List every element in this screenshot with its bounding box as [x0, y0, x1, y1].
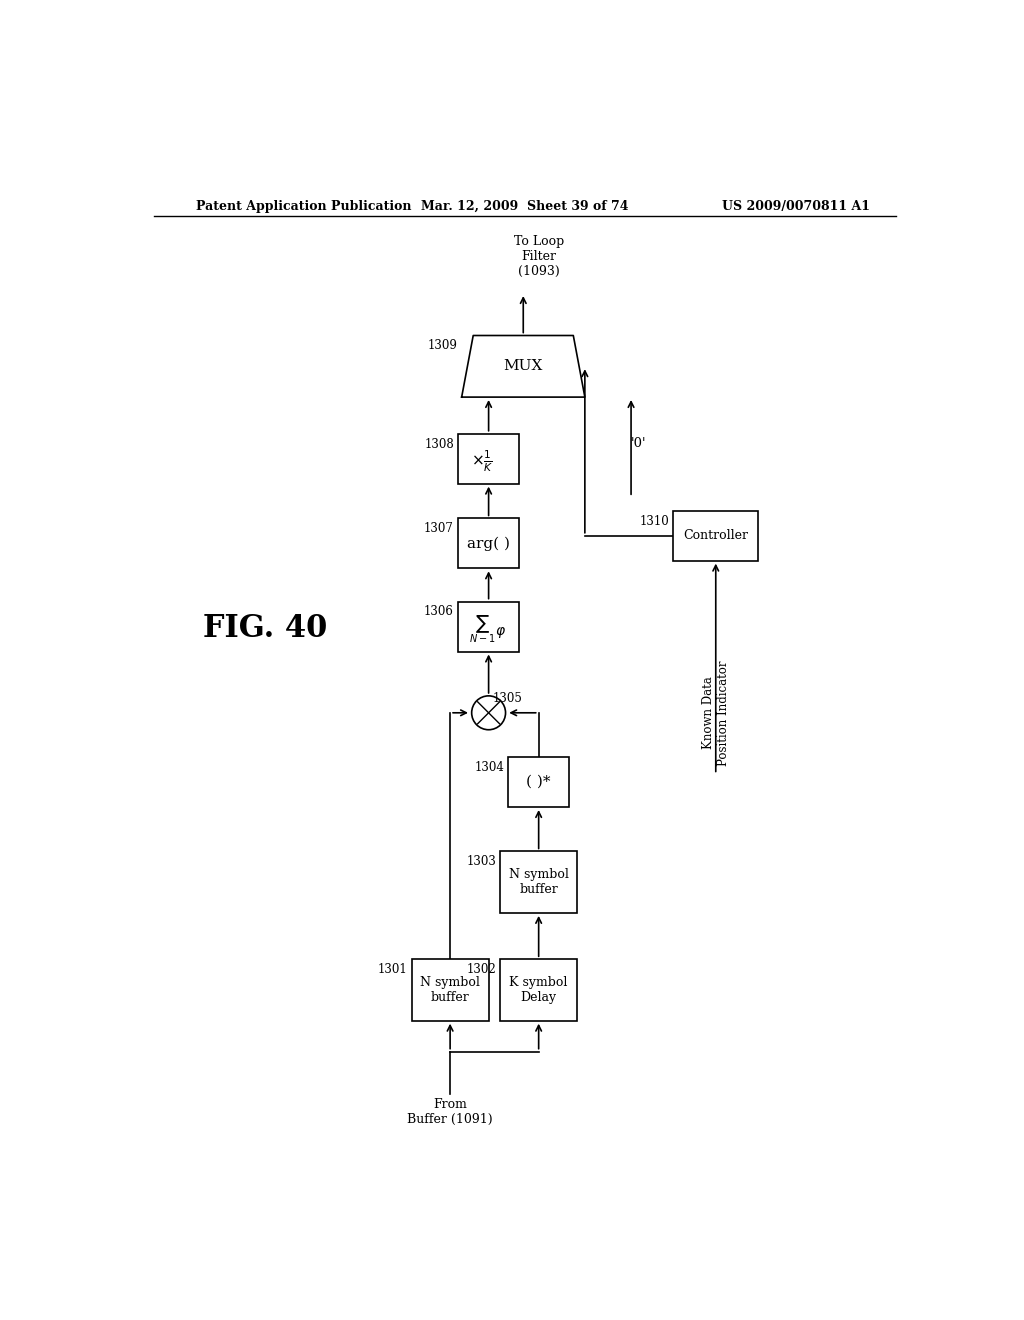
Text: 1307: 1307 [424, 523, 454, 535]
Text: US 2009/0070811 A1: US 2009/0070811 A1 [722, 199, 869, 213]
FancyBboxPatch shape [458, 434, 519, 483]
Text: '0': '0' [631, 437, 647, 450]
Text: ( )*: ( )* [526, 775, 551, 789]
Text: 1303: 1303 [467, 855, 497, 869]
Text: 1310: 1310 [640, 515, 670, 528]
Text: $\sum_{N-1}$: $\sum_{N-1}$ [469, 612, 496, 644]
Text: 1305: 1305 [493, 692, 522, 705]
Text: $\varphi$: $\varphi$ [496, 626, 507, 640]
Text: MUX: MUX [504, 359, 543, 374]
Text: $\times\frac{1}{K}$: $\times\frac{1}{K}$ [471, 449, 494, 474]
FancyBboxPatch shape [458, 519, 519, 569]
Text: K symbol
Delay: K symbol Delay [510, 975, 568, 1005]
Text: Known Data
Position Indicator: Known Data Position Indicator [701, 660, 730, 766]
Text: 1309: 1309 [428, 339, 458, 352]
FancyBboxPatch shape [674, 511, 758, 561]
Text: N symbol
buffer: N symbol buffer [509, 869, 568, 896]
Text: To Loop
Filter
(1093): To Loop Filter (1093) [513, 235, 564, 277]
Text: N symbol
buffer: N symbol buffer [420, 975, 480, 1005]
Text: Patent Application Publication: Patent Application Publication [196, 199, 412, 213]
Text: 1304: 1304 [474, 760, 504, 774]
Text: From
Buffer (1091): From Buffer (1091) [408, 1098, 493, 1126]
Polygon shape [462, 335, 585, 397]
Text: Mar. 12, 2009  Sheet 39 of 74: Mar. 12, 2009 Sheet 39 of 74 [421, 199, 629, 213]
FancyBboxPatch shape [458, 602, 519, 652]
FancyBboxPatch shape [500, 851, 578, 913]
Text: 1302: 1302 [467, 964, 497, 975]
Text: 1306: 1306 [424, 606, 454, 618]
FancyBboxPatch shape [508, 758, 569, 807]
Text: 1308: 1308 [424, 437, 454, 450]
FancyBboxPatch shape [500, 960, 578, 1020]
Text: 1301: 1301 [378, 964, 408, 975]
FancyBboxPatch shape [412, 960, 488, 1020]
Text: FIG. 40: FIG. 40 [203, 612, 328, 644]
Text: Controller: Controller [683, 529, 749, 543]
Text: arg( ): arg( ) [467, 536, 510, 550]
